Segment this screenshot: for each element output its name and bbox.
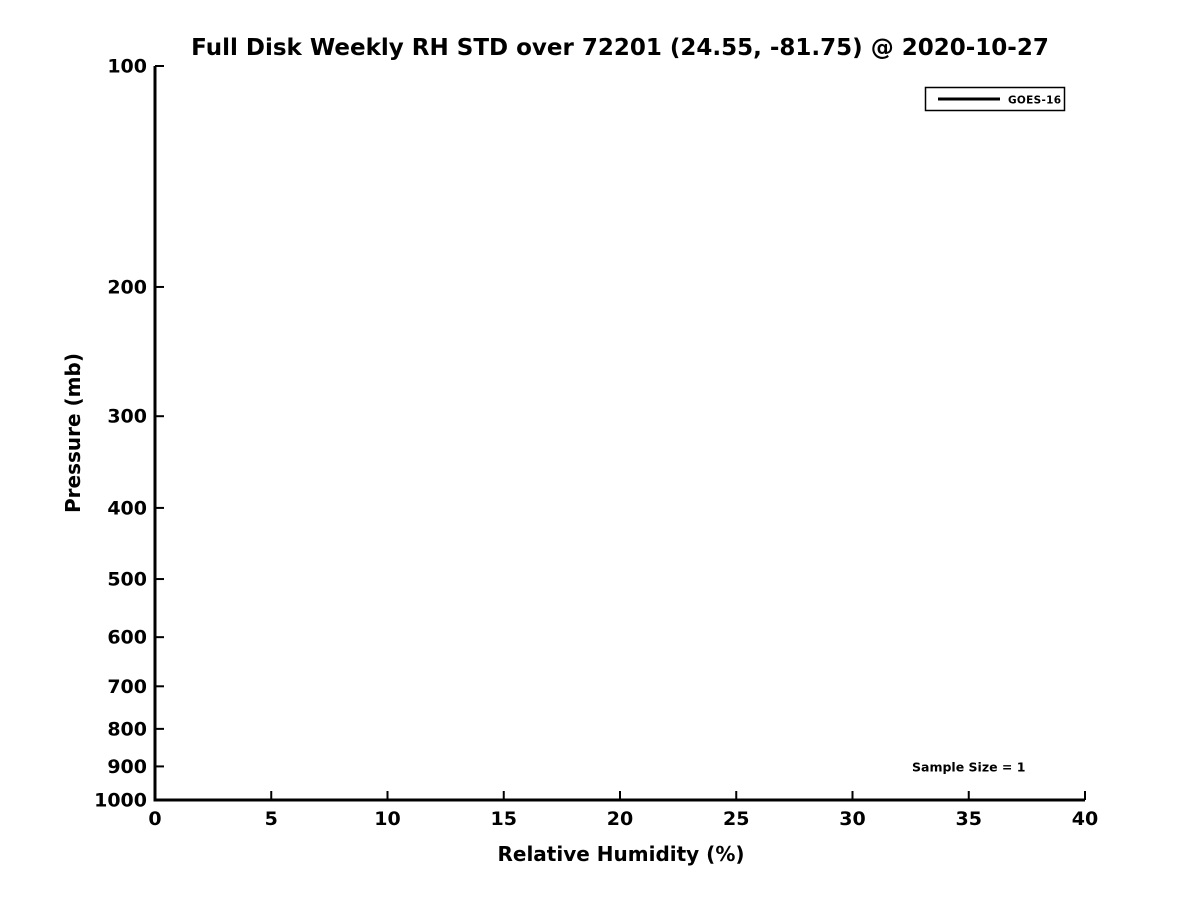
y-tick-label: 100 (107, 56, 147, 78)
legend-series-label: GOES-16 (1008, 95, 1061, 107)
y-axis-title: Pressure (mb) (61, 353, 85, 513)
x-tick-label: 5 (265, 808, 278, 830)
x-tick-label: 10 (374, 808, 400, 830)
x-tick-label: 0 (148, 808, 161, 830)
x-tick-label: 20 (607, 808, 633, 830)
y-tick-label: 300 (107, 406, 147, 428)
axes: 0 5 10 15 20 25 30 35 40 100 200 300 400 500 600 700 800… (94, 56, 1098, 831)
x-tick-label: 25 (723, 808, 749, 830)
x-tick-label: 30 (839, 808, 865, 830)
chart-title: Full Disk Weekly RH STD over 72201 (24.5… (191, 35, 1049, 61)
y-tick-label: 600 (107, 627, 147, 649)
annotation-sample-size: Sample Size = 1 (912, 759, 1025, 774)
x-tick-label: 40 (1072, 808, 1098, 830)
y-tick-label: 1000 (94, 790, 147, 812)
x-axis-title: Relative Humidity (%) (497, 842, 744, 866)
y-tick-label: 500 (107, 569, 147, 591)
y-tick-label: 400 (107, 497, 147, 519)
y-tick-label: 200 (107, 276, 147, 298)
y-tick-label: 800 (107, 718, 147, 740)
legend: GOES-16 (924, 86, 1066, 112)
y-tick-label: 900 (107, 756, 147, 778)
x-tick-label: 15 (491, 808, 517, 830)
y-tick-label: 700 (107, 676, 147, 698)
x-tick-label: 35 (956, 808, 982, 830)
